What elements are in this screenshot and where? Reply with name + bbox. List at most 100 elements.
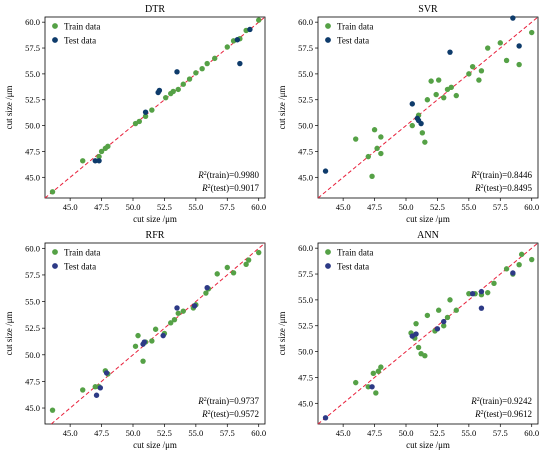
train-point bbox=[433, 91, 439, 98]
train-point bbox=[453, 92, 459, 99]
plot-frame bbox=[44, 242, 266, 425]
x-axis-label: cut size /μm bbox=[406, 440, 450, 450]
x-tick-label: 45.0 bbox=[63, 428, 78, 438]
legend-test-marker bbox=[52, 37, 58, 43]
train-point bbox=[256, 17, 262, 23]
y-tick-label: 57.5 bbox=[25, 270, 40, 280]
test-point bbox=[204, 285, 210, 291]
train-point bbox=[243, 261, 249, 267]
y-tick-label: 55.0 bbox=[298, 69, 313, 79]
x-tick-label: 57.5 bbox=[493, 428, 508, 438]
train-point bbox=[441, 94, 447, 101]
train-point bbox=[149, 338, 155, 344]
x-tick-label: 52.5 bbox=[157, 428, 172, 438]
chart-title: ANN bbox=[417, 230, 439, 241]
train-point bbox=[369, 173, 375, 179]
legend-train-label: Train data bbox=[64, 248, 100, 258]
legend-train-label: Train data bbox=[337, 248, 373, 258]
x-tick-label: 50.0 bbox=[399, 428, 414, 438]
y-tick-label: 57.5 bbox=[298, 269, 313, 279]
train-point bbox=[152, 326, 159, 332]
train-point bbox=[415, 344, 422, 351]
test-point bbox=[191, 303, 198, 309]
train-point bbox=[353, 136, 359, 142]
chart-title: SVR bbox=[418, 4, 438, 15]
x-tick-label: 60.0 bbox=[251, 428, 266, 438]
train-point bbox=[378, 134, 384, 140]
r2-test-annotation: R2(test)=0.9612 bbox=[474, 409, 532, 419]
train-point bbox=[149, 107, 155, 113]
train-point bbox=[435, 307, 442, 313]
train-point bbox=[49, 407, 56, 413]
train-point bbox=[424, 312, 431, 319]
train-point bbox=[214, 271, 220, 277]
train-point bbox=[199, 66, 205, 72]
legend-train-marker bbox=[325, 23, 331, 29]
test-point bbox=[409, 101, 415, 107]
x-tick-label: 60.0 bbox=[524, 202, 539, 212]
x-tick-label: 55.0 bbox=[188, 428, 203, 438]
y-tick-label: 45.0 bbox=[298, 398, 313, 408]
train-point bbox=[516, 262, 522, 268]
train-point bbox=[180, 81, 186, 87]
test-point bbox=[441, 318, 447, 325]
plot-frame bbox=[317, 242, 539, 425]
test-point bbox=[96, 158, 102, 164]
train-point bbox=[478, 68, 485, 74]
x-tick-label: 45.0 bbox=[63, 202, 78, 212]
panel-dtr: DTR 45.0 47.5 50.0 52.5 55.0 57.5 60.0 45.0 47.5 5… bbox=[4, 4, 266, 224]
train-point bbox=[435, 77, 442, 83]
train-point bbox=[212, 55, 218, 62]
test-point bbox=[369, 384, 375, 390]
train-point bbox=[96, 153, 102, 160]
train-point bbox=[175, 86, 181, 93]
panel-ann: ANN 45.0 47.5 50.0 52.5 55.0 57.5 60.0 45.0 47.5 5… bbox=[277, 230, 539, 450]
test-point bbox=[478, 305, 485, 311]
train-point bbox=[491, 280, 497, 287]
train-point bbox=[92, 384, 98, 390]
test-point bbox=[322, 415, 329, 421]
r2-test-annotation: R2(test)=0.9017 bbox=[201, 183, 259, 193]
train-point bbox=[162, 94, 169, 101]
x-tick-label: 47.5 bbox=[94, 202, 109, 212]
train-point bbox=[186, 76, 193, 82]
test-point bbox=[97, 385, 104, 391]
y-axis-label: cut size /μm bbox=[4, 86, 14, 130]
train-point bbox=[497, 40, 503, 46]
y-tick-label: 52.5 bbox=[25, 95, 40, 105]
train-point bbox=[370, 370, 377, 377]
test-point bbox=[469, 290, 476, 297]
legend-train-label: Train data bbox=[64, 22, 100, 32]
reference-line bbox=[317, 242, 539, 425]
test-point bbox=[92, 158, 98, 164]
train-point bbox=[135, 332, 141, 339]
train-point bbox=[485, 45, 491, 51]
x-tick-label: 57.5 bbox=[493, 202, 508, 212]
chart-title: DTR bbox=[145, 4, 165, 15]
train-point bbox=[175, 310, 181, 316]
y-tick-label: 55.0 bbox=[298, 295, 313, 305]
train-point bbox=[80, 158, 86, 164]
train-point bbox=[230, 270, 237, 276]
train-point bbox=[469, 63, 476, 70]
train-point bbox=[422, 139, 428, 145]
plot-frame bbox=[317, 16, 539, 199]
y-axis-label: cut size /μm bbox=[4, 312, 14, 356]
r2-test-annotation: R2(test)=0.8495 bbox=[474, 183, 532, 193]
y-tick-label: 50.0 bbox=[25, 121, 40, 131]
x-axis-label: cut size /μm bbox=[406, 214, 450, 224]
x-tick-label: 45.0 bbox=[336, 202, 351, 212]
train-point bbox=[49, 189, 56, 195]
y-tick-label: 60.0 bbox=[298, 17, 313, 27]
test-point bbox=[510, 15, 516, 21]
x-tick-label: 55.0 bbox=[461, 428, 476, 438]
train-point bbox=[203, 290, 209, 296]
test-point bbox=[322, 168, 329, 174]
y-tick-label: 60.0 bbox=[25, 243, 40, 253]
train-point bbox=[428, 78, 434, 84]
y-tick-label: 50.0 bbox=[298, 347, 313, 357]
x-tick-label: 52.5 bbox=[157, 202, 172, 212]
x-tick-label: 47.5 bbox=[367, 202, 382, 212]
test-point bbox=[510, 270, 516, 276]
